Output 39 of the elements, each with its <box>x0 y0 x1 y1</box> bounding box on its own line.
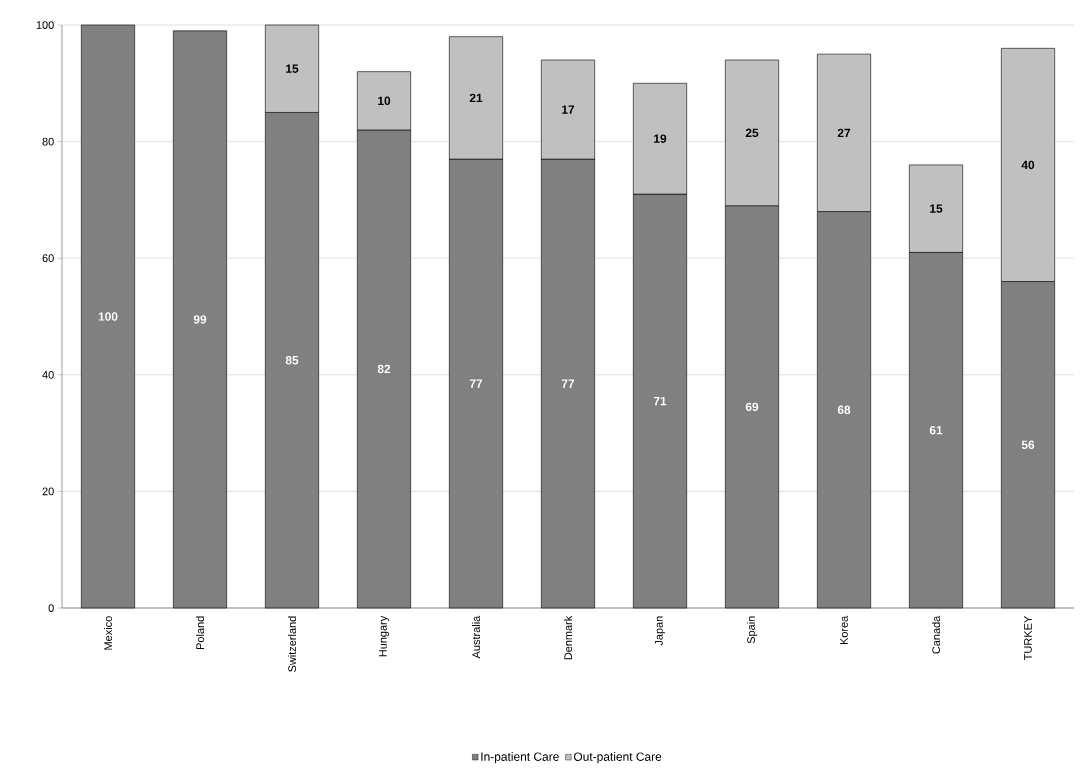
data-label: 27 <box>837 128 851 138</box>
x-tick-label: TURKEY <box>1024 616 1032 660</box>
x-tick-label: Japan <box>655 616 665 646</box>
data-label: 56 <box>1021 440 1035 449</box>
y-tick-label: 20 <box>42 487 54 496</box>
x-tick-label: Canada <box>931 615 941 654</box>
x-tick-label: Hungary <box>379 615 389 657</box>
x-tick-label: Spain <box>746 616 758 644</box>
data-label: 71 <box>653 396 667 406</box>
legend-label: In-patient Care <box>481 752 559 764</box>
data-label: 19 <box>654 134 667 143</box>
data-label: 17 <box>562 105 575 114</box>
data-label: 100 <box>98 312 118 321</box>
data-label: 69 <box>745 402 759 412</box>
data-label: 68 <box>837 405 851 414</box>
data-label: 21 <box>469 93 483 103</box>
data-label: 25 <box>745 128 759 138</box>
data-label: 61 <box>929 425 943 435</box>
y-tick-label: 40 <box>42 370 54 379</box>
data-label: 82 <box>377 364 391 374</box>
data-label: 15 <box>286 64 299 73</box>
x-tick-label: Denmark <box>563 615 573 660</box>
x-tick-label: Korea <box>840 615 848 645</box>
y-tick-label: 0 <box>48 604 54 612</box>
data-label: 99 <box>193 315 207 324</box>
data-label: 10 <box>378 96 391 106</box>
data-label: 85 <box>285 355 299 365</box>
legend-label: Out-patient Care <box>573 752 662 764</box>
data-label: 77 <box>561 379 575 388</box>
data-label: 15 <box>930 204 943 213</box>
y-tick-label: 80 <box>42 137 54 146</box>
data-label: 40 <box>1021 160 1035 170</box>
y-tick-label: 100 <box>36 21 54 29</box>
data-label: 77 <box>469 379 483 388</box>
x-tick-label: Switzerland <box>287 616 297 672</box>
x-tick-label: Mexico <box>103 616 113 650</box>
x-tick-label: Poland <box>195 616 205 649</box>
y-tick-label: 60 <box>42 254 54 263</box>
x-tick-label: Australia <box>471 615 481 659</box>
